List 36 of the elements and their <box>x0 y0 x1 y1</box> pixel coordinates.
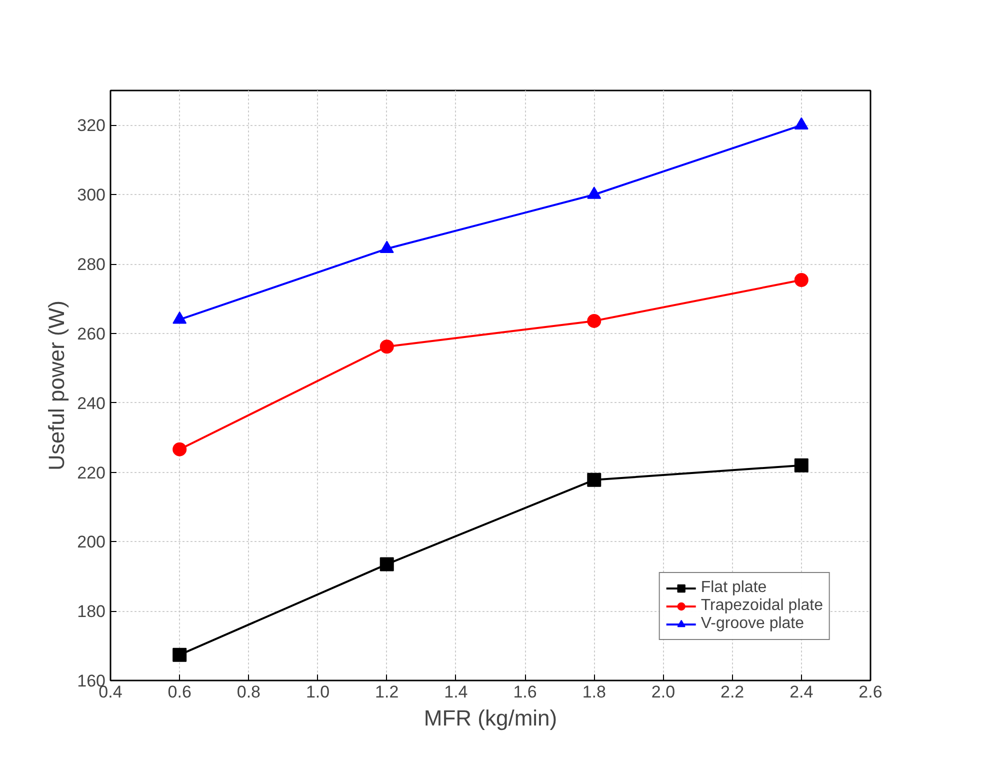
point <box>380 240 394 254</box>
x-tick-label: 2.2 <box>720 682 744 702</box>
point <box>794 458 808 472</box>
x-tick-label: 2.0 <box>651 682 676 702</box>
point <box>794 273 808 287</box>
point <box>380 340 394 354</box>
legend-label: V-groove plate <box>700 615 804 633</box>
y-tick-label: 200 <box>77 532 106 552</box>
y-tick-label: 320 <box>77 116 106 136</box>
point <box>587 314 602 328</box>
x-tick-label: 1.0 <box>306 682 330 702</box>
x-tick-label: 1.4 <box>444 682 468 702</box>
point <box>380 557 394 572</box>
point <box>587 472 602 487</box>
y-tick-label: 220 <box>77 463 106 482</box>
x-tick-label: 0.8 <box>236 682 261 702</box>
x-tick-label: 1.6 <box>513 682 537 702</box>
x-tick-label: 1.8 <box>582 682 606 702</box>
x-axis-title: MFR (kg/min) <box>424 706 558 730</box>
point <box>794 117 808 130</box>
point <box>172 312 187 324</box>
y-tick-label: 180 <box>77 602 106 622</box>
y-axis-title: Useful power (W) <box>44 300 70 470</box>
y-tick-label: 260 <box>77 324 106 344</box>
y-tick-label: 280 <box>77 255 106 274</box>
legend-label: Flat plate <box>700 579 767 597</box>
y-tick-label: 240 <box>77 394 106 413</box>
x-tick-label: 2.4 <box>790 682 814 702</box>
x-tick-label: 1.2 <box>375 682 399 702</box>
legend-label: Trapezoidal plate <box>700 597 823 615</box>
point <box>172 442 187 456</box>
y-tick-label: 300 <box>77 186 106 205</box>
point <box>172 648 187 662</box>
x-tick-label: 0.6 <box>168 682 192 702</box>
point <box>587 186 602 199</box>
x-tick-label: 2.6 <box>858 682 882 702</box>
